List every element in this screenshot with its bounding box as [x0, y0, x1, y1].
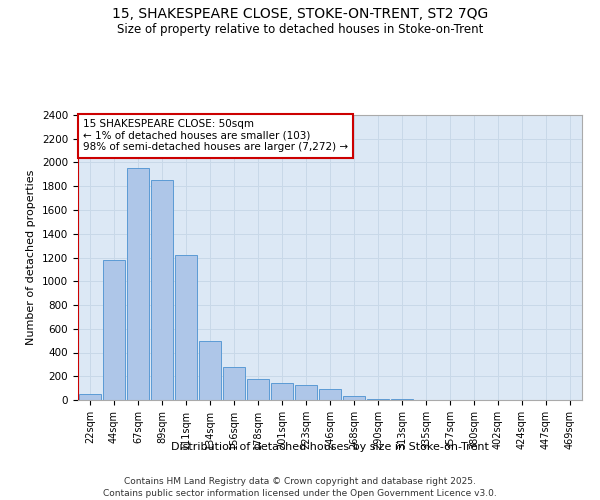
Text: 15, SHAKESPEARE CLOSE, STOKE-ON-TRENT, ST2 7QG: 15, SHAKESPEARE CLOSE, STOKE-ON-TRENT, S…: [112, 8, 488, 22]
Bar: [103, 260, 125, 400]
Bar: [247, 378, 269, 400]
Bar: [343, 396, 365, 400]
Bar: [319, 388, 341, 400]
Bar: [127, 168, 149, 400]
Bar: [175, 254, 197, 400]
Bar: [295, 384, 317, 400]
Text: 15 SHAKESPEARE CLOSE: 50sqm
← 1% of detached houses are smaller (103)
98% of sem: 15 SHAKESPEARE CLOSE: 50sqm ← 1% of deta…: [83, 120, 348, 152]
Text: Distribution of detached houses by size in Stoke-on-Trent: Distribution of detached houses by size …: [171, 442, 489, 452]
Bar: [151, 180, 173, 400]
Text: Contains public sector information licensed under the Open Government Licence v3: Contains public sector information licen…: [103, 489, 497, 498]
Bar: [367, 398, 389, 400]
Text: Contains HM Land Registry data © Crown copyright and database right 2025.: Contains HM Land Registry data © Crown c…: [124, 478, 476, 486]
Bar: [223, 368, 245, 400]
Bar: [199, 340, 221, 400]
Bar: [79, 394, 101, 400]
Text: Size of property relative to detached houses in Stoke-on-Trent: Size of property relative to detached ho…: [117, 22, 483, 36]
Y-axis label: Number of detached properties: Number of detached properties: [26, 170, 37, 345]
Bar: [271, 384, 293, 400]
